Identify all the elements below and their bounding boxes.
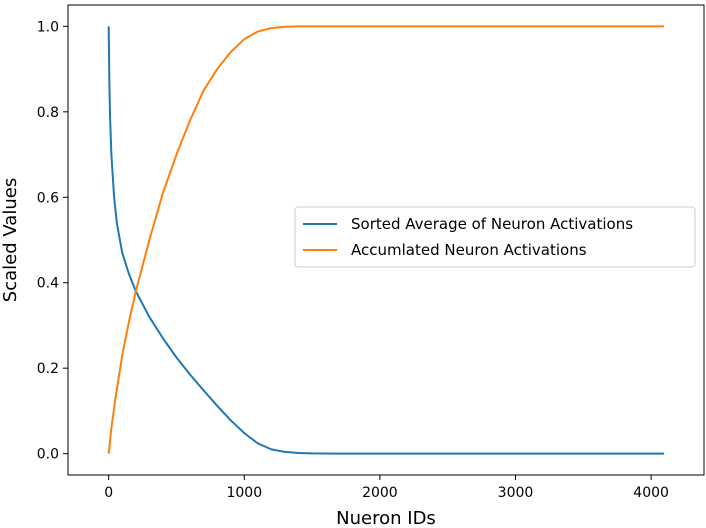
series-layer bbox=[107, 25, 665, 455]
y-tick-label: 0.2 bbox=[37, 361, 59, 377]
legend-box bbox=[294, 206, 696, 268]
y-tick-label: 0.8 bbox=[37, 105, 59, 121]
y-tick-label: 0.4 bbox=[37, 276, 59, 292]
x-axis-label: Nueron IDs bbox=[336, 508, 436, 528]
y-tick-label: 1.0 bbox=[37, 19, 59, 35]
legend-label-sorted-average: Sorted Average of Neuron Activations bbox=[351, 215, 633, 233]
series-line-sorted-average bbox=[107, 26, 665, 455]
x-tick-label: 4000 bbox=[633, 485, 669, 501]
y-tick-label: 0.6 bbox=[37, 190, 59, 206]
y-axis-label: Scaled Values bbox=[0, 178, 21, 302]
y-axis-ticks: 0.0 0.2 0.4 0.6 0.8 1.0 bbox=[37, 19, 68, 463]
legend: Sorted Average of Neuron Activations Acc… bbox=[294, 206, 696, 268]
x-tick-label: 2000 bbox=[362, 485, 398, 501]
x-tick-label: 3000 bbox=[498, 485, 534, 501]
x-tick-label: 0 bbox=[104, 485, 113, 501]
legend-label-accumulated: Accumlated Neuron Activations bbox=[351, 241, 587, 259]
x-tick-label: 1000 bbox=[226, 485, 262, 501]
plot-frame bbox=[67, 4, 705, 476]
x-axis-ticks: 0 1000 2000 3000 4000 bbox=[104, 475, 669, 501]
y-tick-label: 0.0 bbox=[37, 447, 59, 463]
series-line-accumulated bbox=[107, 25, 665, 454]
